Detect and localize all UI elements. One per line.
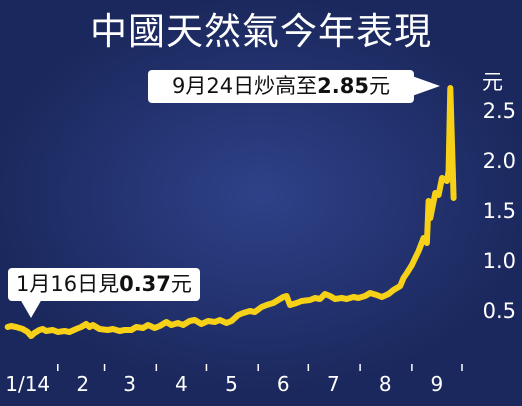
x-tick-label: 1/14 [5,372,51,396]
callout-low-pointer [20,299,42,318]
y-tick-label: 2.5 [482,99,516,123]
x-tick-label: 2 [76,372,90,396]
y-tick-label: 2.0 [482,149,516,173]
x-tick-label: 6 [276,372,290,396]
y-axis-unit: 元 [482,70,503,94]
callout-low-text: 1月16日見 [16,272,120,296]
callout-peak-unit: 元 [368,74,390,98]
callout-low-unit: 元 [170,272,192,296]
x-tick-label: 9 [430,372,444,396]
y-tick-label: 1.0 [482,249,516,273]
callout-peak-text: 9月24日炒高至 [172,74,318,98]
callout-low-price: 1月16日見0.37元 [8,268,200,301]
callout-low-value: 0.37 [119,272,171,296]
series-line [4,85,457,339]
chart-title: 中國天然氣今年表現 [90,10,432,53]
x-tick-label: 4 [175,372,188,396]
callout-peak-price: 9月24日炒高至2.85元 [148,70,414,103]
y-tick-label: 0.5 [482,299,516,323]
x-tick-label: 8 [378,372,392,396]
callout-peak-value: 2.85 [317,74,369,98]
series-layer [4,85,457,339]
x-axis-ticks [57,364,463,371]
y-tick-label: 1.5 [482,199,516,223]
x-tick-label: 3 [123,372,136,396]
x-tick-label: 5 [225,372,238,396]
callout-peak-pointer [412,76,440,96]
x-tick-label: 7 [327,372,340,396]
